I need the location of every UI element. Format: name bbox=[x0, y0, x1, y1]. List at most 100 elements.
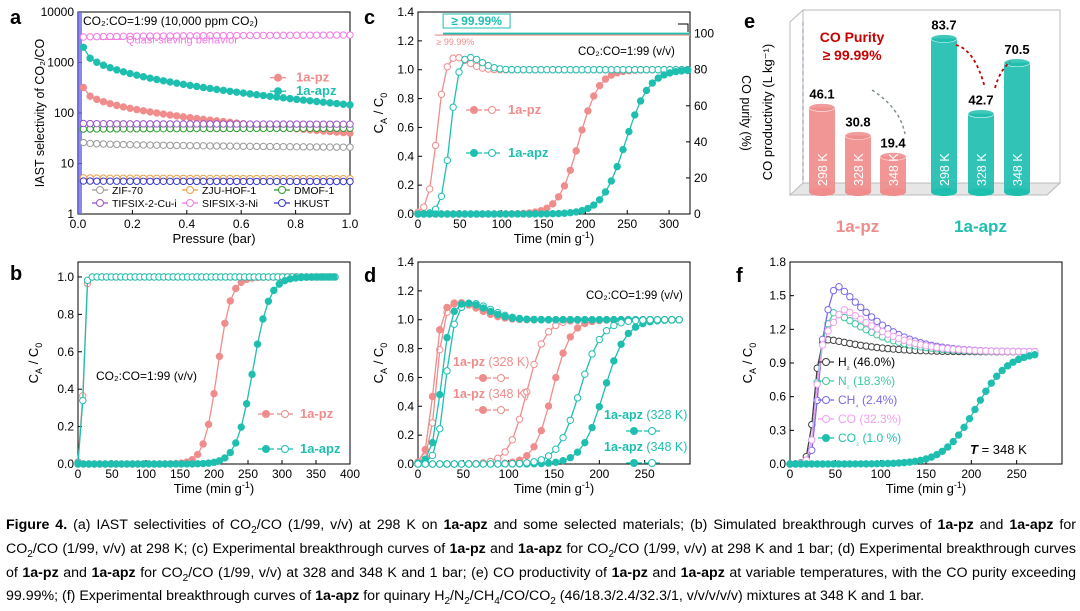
series-hk-point bbox=[279, 177, 288, 186]
series-apz-point bbox=[126, 69, 134, 78]
series-hk-point bbox=[239, 177, 248, 186]
co2-0-point bbox=[573, 324, 582, 332]
co2-2-point bbox=[544, 459, 553, 467]
panel-label-f: f bbox=[736, 265, 743, 287]
series-co2-point bbox=[954, 431, 963, 439]
panel-label-d: d bbox=[364, 265, 376, 287]
x-tick-label: 50 bbox=[105, 467, 119, 481]
series-pz-point bbox=[173, 112, 181, 120]
series-hk-point bbox=[292, 177, 301, 186]
series-hk-point bbox=[79, 177, 88, 185]
series-co2-point bbox=[933, 450, 941, 459]
co2-3-point bbox=[639, 316, 647, 324]
legend-marker bbox=[630, 459, 638, 467]
co2-pz-point bbox=[595, 81, 604, 90]
co2-apz-point bbox=[226, 448, 235, 457]
series-apz-point bbox=[312, 97, 321, 106]
y-tick-label: 0.3 bbox=[769, 423, 786, 437]
series-zif-point bbox=[179, 141, 188, 150]
series-zif-point bbox=[113, 140, 121, 149]
series-zif-point bbox=[272, 142, 281, 151]
series-zif-point bbox=[239, 142, 248, 150]
co2-pz-point bbox=[578, 126, 586, 134]
y-tick-label: 1.2 bbox=[397, 284, 414, 298]
series-hk-point bbox=[166, 177, 174, 186]
series-pz-point bbox=[133, 105, 141, 114]
bar-1a-pz-348 K bbox=[880, 156, 906, 192]
series-hk-point bbox=[299, 177, 308, 186]
y-tick-label: 1000 bbox=[47, 56, 74, 70]
bar-label: 348 K bbox=[887, 153, 901, 186]
co2-2-point bbox=[588, 423, 596, 432]
legend-2: 1a-apz (328 K) bbox=[604, 408, 687, 422]
series-zif-point bbox=[99, 140, 108, 148]
legend-marker bbox=[822, 434, 830, 442]
x-tick-label: 0.2 bbox=[124, 217, 141, 231]
bar-label: 348 K bbox=[1011, 153, 1025, 186]
series-pz-point bbox=[146, 108, 154, 116]
legend-marker bbox=[497, 374, 505, 382]
series-pz-point bbox=[86, 92, 94, 100]
series-sif-point bbox=[332, 31, 341, 39]
trend-arrow-pz bbox=[871, 89, 906, 135]
series-co2-point bbox=[1031, 351, 1039, 359]
series-ch4-point bbox=[824, 305, 832, 314]
purity-title: CO Purity bbox=[820, 29, 885, 45]
series-apz-point bbox=[133, 71, 141, 79]
series-ch4-point bbox=[873, 317, 881, 326]
co2-apz-point bbox=[237, 423, 245, 431]
legend-3: 1a-apz (348 K) bbox=[604, 440, 687, 454]
series-ch4-point bbox=[857, 303, 865, 312]
legend-marker bbox=[470, 149, 478, 157]
series-tif-point bbox=[332, 120, 341, 128]
series-co2-point bbox=[944, 443, 952, 451]
co-pz-point bbox=[426, 185, 434, 193]
co2-pz-point bbox=[572, 147, 580, 155]
series-hk-point bbox=[266, 177, 274, 186]
x-tick-label: 400 bbox=[340, 467, 360, 481]
co2-3-point bbox=[486, 460, 495, 468]
series-hk-point bbox=[332, 177, 341, 186]
x-tick-label: 250 bbox=[635, 467, 655, 481]
co2-pz-point bbox=[221, 319, 229, 327]
series-apz-point bbox=[226, 87, 234, 95]
co2-2-point bbox=[602, 379, 611, 387]
x-tick-label: 0.0 bbox=[70, 217, 87, 231]
series-tif-point bbox=[326, 120, 334, 128]
series-hk-point bbox=[126, 177, 134, 185]
legend-tif: TIFSIX-2-Cu-i bbox=[112, 198, 177, 210]
co2-apz-point bbox=[232, 439, 240, 447]
y-axis-label: IAST selectivity of CO₂/CO bbox=[33, 39, 47, 188]
co-1-line bbox=[417, 302, 680, 463]
series-hk-point bbox=[199, 177, 208, 186]
series-apz-point bbox=[239, 89, 248, 97]
x-tick-label: 50 bbox=[453, 217, 467, 231]
series-sif-point bbox=[326, 31, 334, 39]
co-3-point bbox=[472, 301, 480, 309]
co2-3-point bbox=[501, 460, 509, 468]
series-hk-point bbox=[246, 177, 254, 186]
co-3-point bbox=[515, 315, 524, 323]
series-hk-point bbox=[146, 177, 154, 185]
series-apz-point bbox=[153, 75, 161, 84]
panel-b: 0 50 100 150 200 250 300 350 400 0.0 0.2 0.4 0.6 0.8 1… bbox=[10, 261, 360, 496]
low-pressure-band bbox=[78, 12, 82, 214]
co-pz-point bbox=[420, 203, 428, 211]
x-tick-label: 200 bbox=[575, 217, 595, 231]
series-apz-point bbox=[93, 58, 101, 66]
y-tick-label: 1.4 bbox=[397, 5, 414, 19]
co-apz-point bbox=[490, 63, 498, 72]
co-3-point bbox=[428, 438, 437, 447]
co2-3-point bbox=[588, 350, 596, 358]
y-tick-label: 0.0 bbox=[397, 457, 414, 471]
y-tick-label: 0.2 bbox=[57, 420, 74, 434]
series-hk-point bbox=[159, 177, 168, 185]
series-pz-point bbox=[166, 111, 174, 119]
co2-3-point bbox=[479, 460, 487, 468]
legend-marker bbox=[822, 396, 830, 404]
bar-1a-apz-348 K bbox=[1004, 62, 1030, 192]
co2-pz-point bbox=[215, 352, 224, 361]
series-hk-point bbox=[259, 177, 268, 186]
co2-apz-point bbox=[264, 297, 273, 305]
bar-base bbox=[809, 188, 835, 196]
